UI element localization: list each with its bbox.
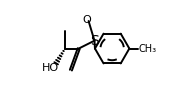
Text: S: S — [90, 34, 99, 48]
Text: CH₃: CH₃ — [138, 44, 156, 54]
Text: HO: HO — [42, 63, 59, 73]
Text: O: O — [83, 15, 91, 25]
